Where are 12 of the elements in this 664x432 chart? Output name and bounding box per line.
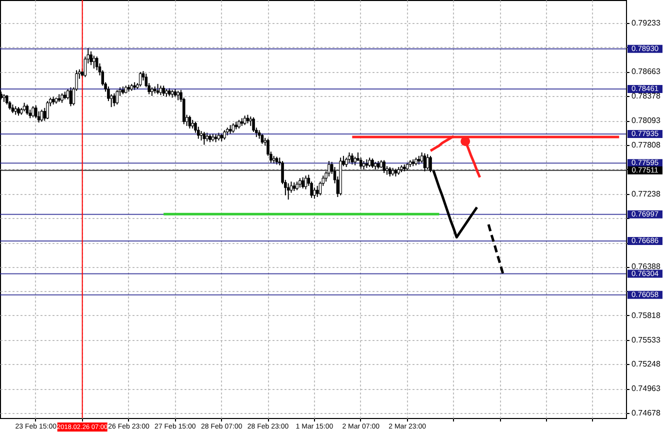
y-tick-label: 0.78378: [632, 92, 661, 101]
y-tick-label: 0.79233: [632, 18, 661, 28]
y-tick-label: 0.76388: [632, 262, 661, 272]
y-tick-label: 0.75818: [632, 310, 661, 320]
y-tick-label: 0.78663: [632, 67, 661, 76]
y-tick-label: 0.74963: [632, 384, 661, 394]
y-tick-label: 0.75248: [632, 360, 661, 369]
y-tick-label: 0.78093: [632, 116, 661, 126]
y-tick-label: 0.75533: [632, 335, 661, 344]
y-tick-label: 0.74678: [632, 408, 661, 418]
y-tick-label: 0.77238: [632, 189, 661, 198]
y-tick-label: 0.77808: [632, 140, 661, 150]
